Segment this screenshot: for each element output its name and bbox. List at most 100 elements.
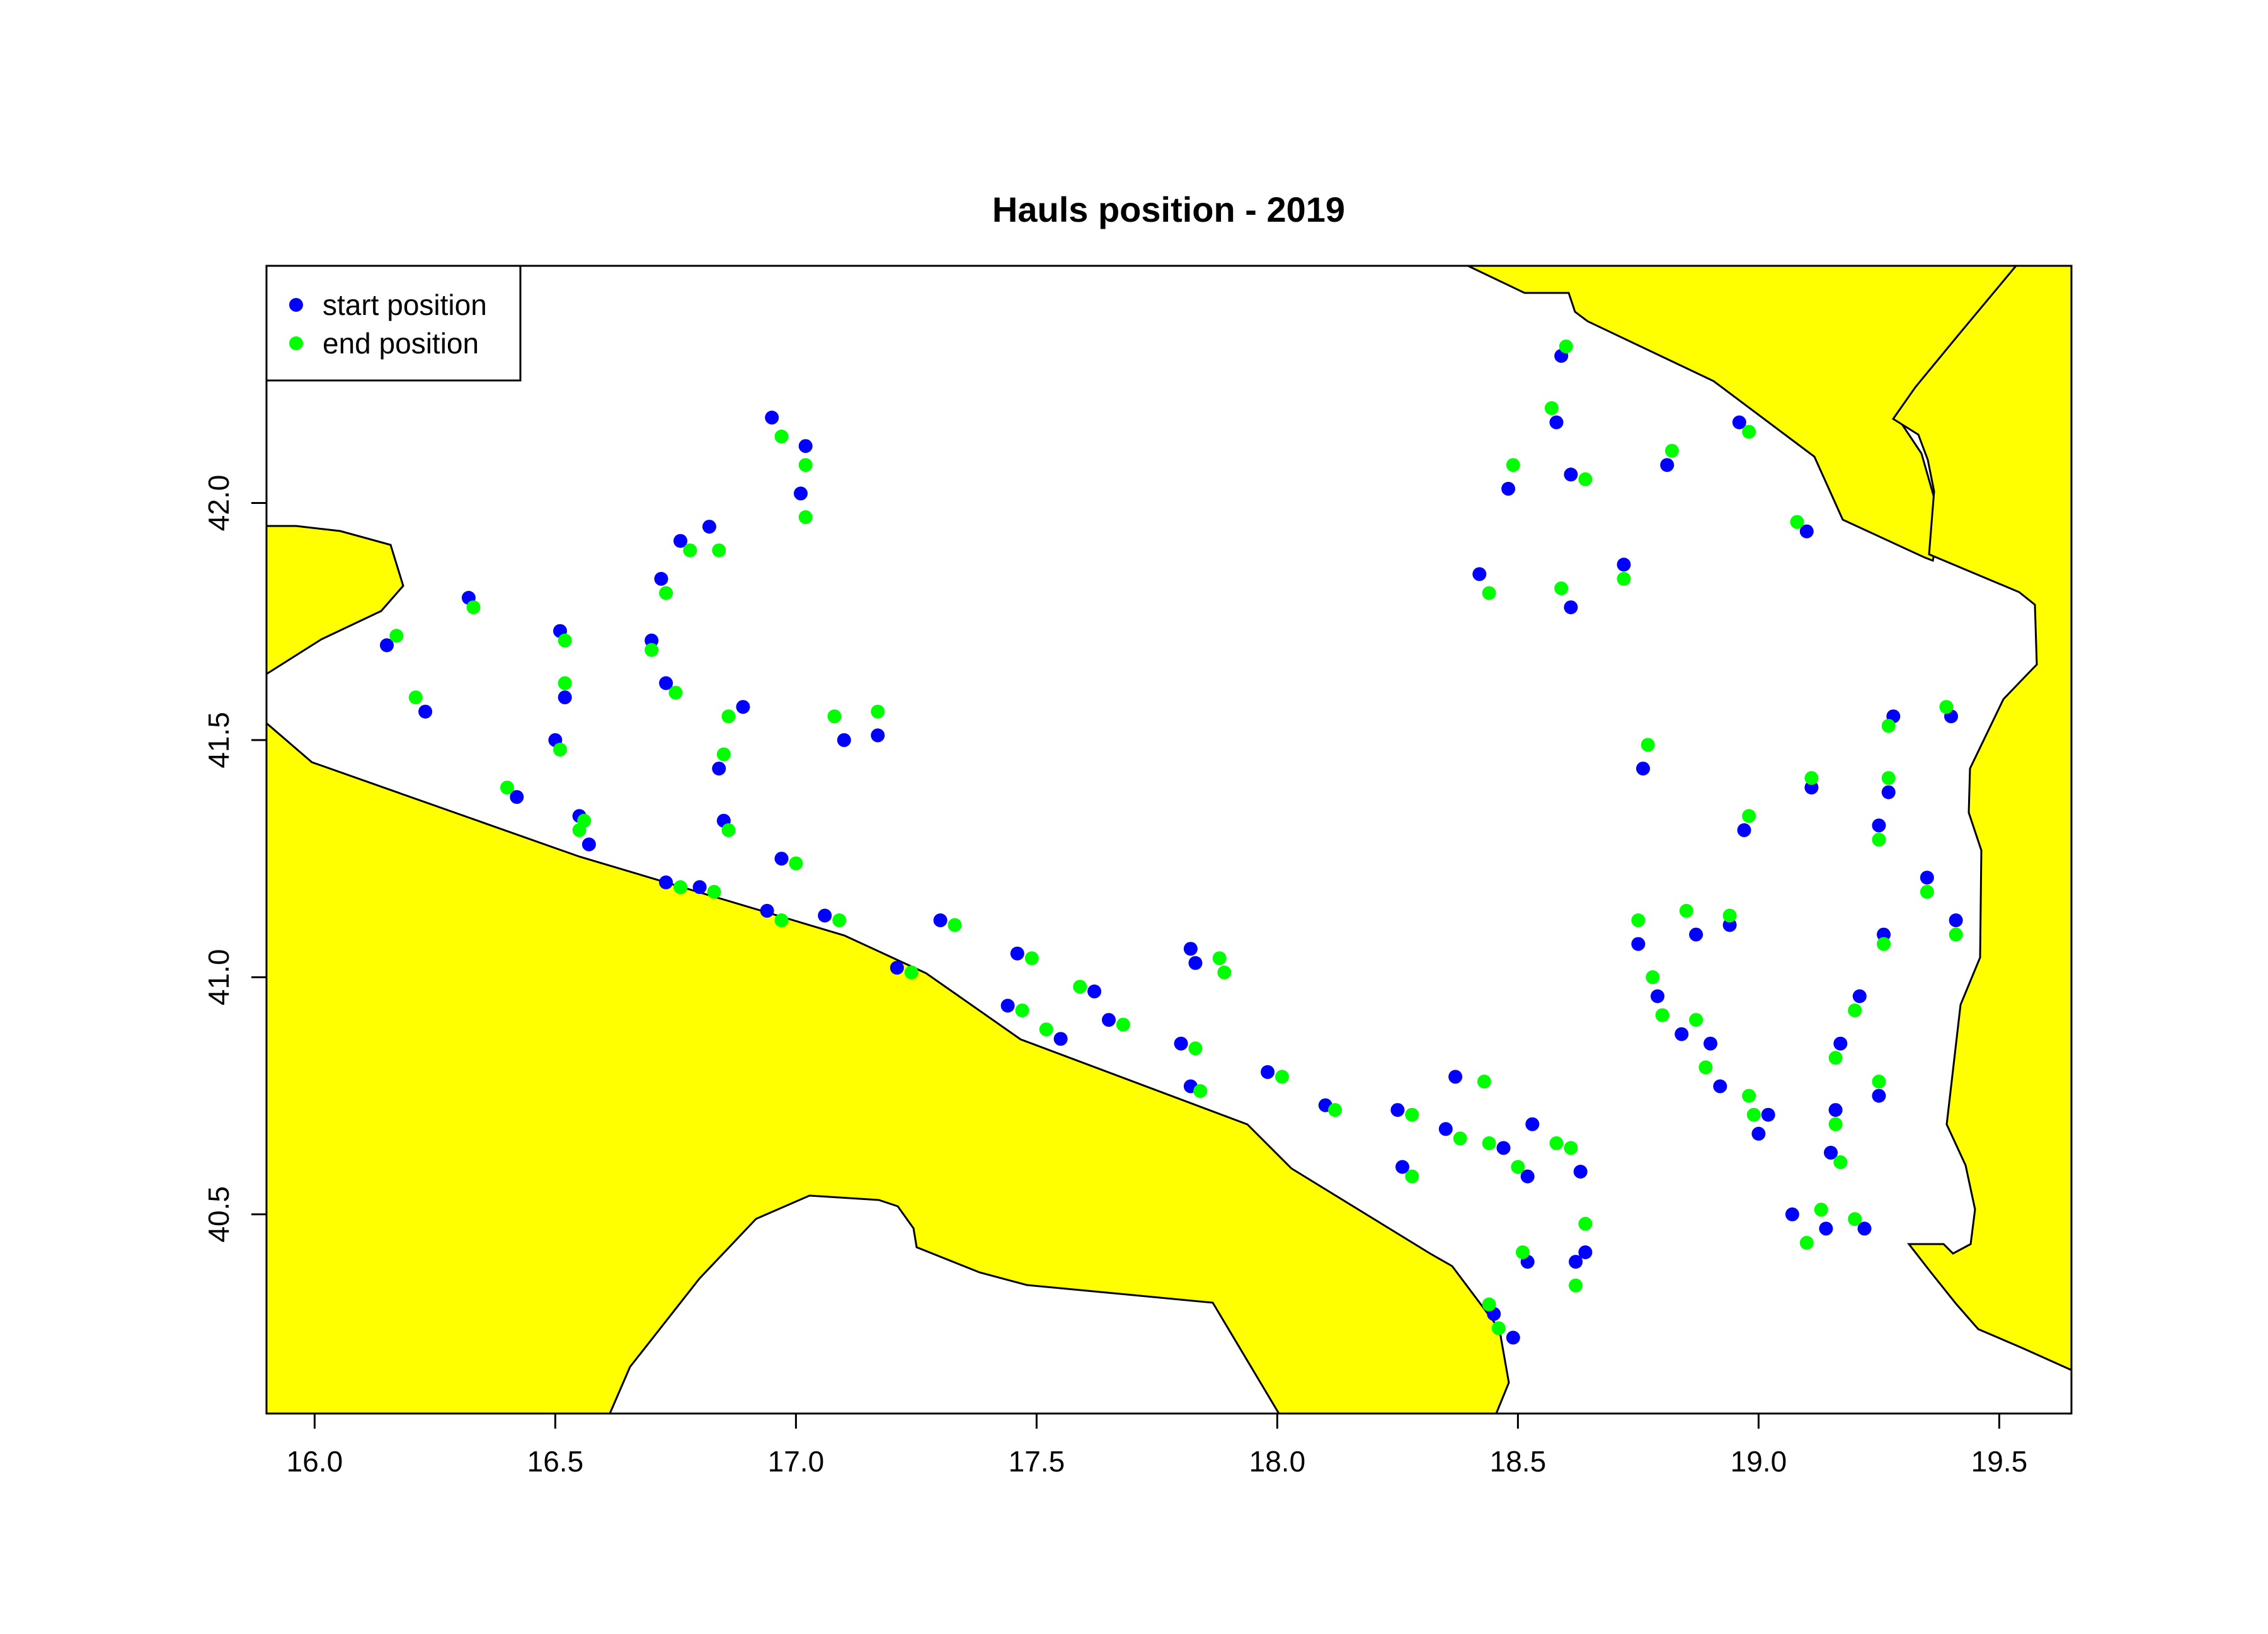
end-point [1742,1088,1756,1103]
start-point [1852,989,1867,1003]
start-point [1872,1088,1886,1103]
plot-area [266,266,2071,1414]
end-point [1559,340,1573,353]
start-point [837,733,851,747]
end-point [712,543,726,557]
end-point [1482,586,1496,600]
start-point [654,571,668,586]
end-point [1477,1075,1491,1088]
end-point [1554,581,1569,595]
start-point [1496,1141,1511,1155]
start-point [1564,467,1578,482]
end-point [1742,809,1756,823]
end-point [1664,443,1679,458]
start-point [1448,1070,1463,1084]
start-point [702,520,716,534]
land-albania [1891,266,2071,1371]
end-point [1949,927,1963,942]
end-point [1544,401,1559,415]
start-point [1438,1122,1453,1136]
end-point [1039,1022,1053,1037]
start-point [774,852,789,866]
end-point [408,690,423,705]
end-point [1482,1297,1496,1311]
end-point [1212,951,1227,966]
end-point [1217,965,1232,980]
end-point [1646,970,1660,985]
end-point [1828,1051,1843,1065]
end-point [1814,1203,1828,1217]
start-point [798,439,813,454]
start-point [1183,942,1198,956]
end-point [553,743,567,757]
start-point [1833,1036,1848,1051]
start-point [1675,1027,1689,1041]
legend: start position end position [265,265,522,382]
legend-marker-start [289,298,303,312]
start-point [1872,818,1886,833]
start-point [418,704,433,719]
end-point [827,709,842,724]
start-point [1689,927,1704,942]
end-point [774,430,789,443]
end-point [1549,1136,1564,1150]
end-point [558,676,572,690]
end-point [500,780,514,795]
end-point [1116,1017,1130,1032]
end-point [1482,1136,1496,1150]
start-point [1824,1145,1838,1160]
start-point [1010,946,1024,961]
end-point [716,747,731,762]
start-point [890,961,904,975]
end-point [1790,515,1804,529]
end-point [1569,1278,1583,1293]
start-point [1785,1207,1799,1221]
start-point [1395,1160,1409,1174]
end-point [577,813,592,828]
start-point [692,880,707,894]
end-point [1564,1141,1578,1155]
start-point [1949,913,1963,927]
end-point [1405,1107,1419,1122]
end-point [389,629,404,643]
end-point [1617,571,1631,586]
start-point [736,700,750,714]
start-point [1920,871,1934,885]
end-point [798,458,813,472]
x-tick-label: 17.0 [768,1445,825,1478]
start-point [933,913,948,927]
x-tick-label: 19.5 [1971,1445,2028,1478]
start-point [760,903,774,918]
end-point [1511,1160,1525,1174]
start-point [712,762,726,776]
start-point [510,790,524,804]
chart-title: Hauls position - 2019 [992,190,1345,229]
start-point [871,728,885,743]
end-point [721,709,736,724]
end-point [644,643,659,657]
end-point [1848,1212,1862,1226]
end-point [683,543,697,557]
end-point [1015,1003,1029,1017]
start-point [1799,524,1814,539]
end-point [1193,1084,1208,1098]
end-point [466,600,481,615]
start-point [581,837,596,852]
x-axis: 16.0 16.5 17.0 17.5 18.0 18.5 19.0 19.5 [287,1412,2028,1478]
end-point [558,633,572,648]
start-point [1578,1245,1593,1259]
end-point [668,685,683,700]
x-tick-label: 16.5 [527,1445,584,1478]
end-point [673,880,687,894]
start-point [1525,1117,1540,1131]
end-point [1679,903,1693,918]
end-point [1073,980,1087,994]
end-point [1631,913,1646,927]
start-point [1737,823,1751,837]
series-end-position [389,340,1963,1335]
end-point [871,704,885,719]
end-point [798,510,813,524]
end-point [948,918,962,932]
end-point [1833,1155,1848,1169]
x-tick-label: 19.0 [1731,1445,1787,1478]
